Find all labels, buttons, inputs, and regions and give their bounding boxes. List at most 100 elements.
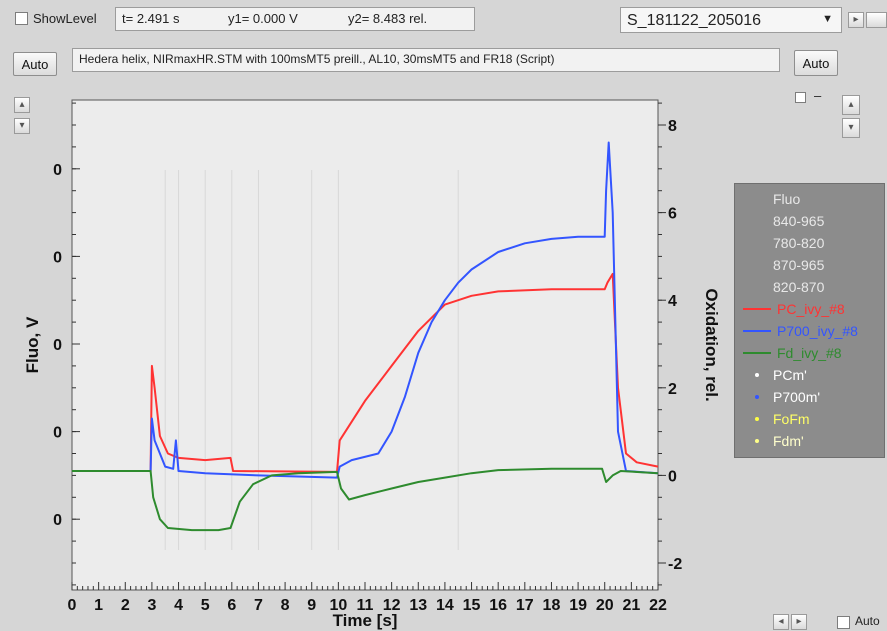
x-tick-label: 14 xyxy=(436,597,454,614)
legend-item[interactable]: Fluo xyxy=(735,188,886,210)
x-tick-label: 16 xyxy=(489,597,507,614)
legend-item[interactable]: P700_ivy_#8 xyxy=(735,320,886,342)
axes: 0 1 2 3 4 5 6 7 8 9 10 11 12 13 14 15 16 17 18 19 20 21 220000… xyxy=(53,102,682,614)
legend-marker xyxy=(755,439,759,443)
y-right-tick-label: 0 xyxy=(668,468,677,485)
y-right-axis-title: Oxidation, rel. xyxy=(702,288,721,401)
y-right-up-button[interactable]: ▴ xyxy=(842,95,860,115)
x-tick-label: 4 xyxy=(174,597,183,614)
legend-swatch xyxy=(743,352,771,354)
x-tick-label: 13 xyxy=(409,597,427,614)
legend-label: Fd_ivy_#8 xyxy=(777,345,842,361)
x-tick-label: 20 xyxy=(596,597,614,614)
x-tick-label: 19 xyxy=(569,597,587,614)
y-left-up-button[interactable]: ▴ xyxy=(14,97,30,113)
x-tick-label: 5 xyxy=(201,597,210,614)
dataset-next-button[interactable]: ▸ xyxy=(848,12,864,28)
y-left-tick-label: 0 xyxy=(53,249,62,266)
x-tick-label: 3 xyxy=(147,597,156,614)
legend-label: Fdm' xyxy=(773,433,804,449)
legend-label: PCm' xyxy=(773,367,807,383)
showlevel-checkbox[interactable] xyxy=(15,12,28,25)
y-right-tick-label: 8 xyxy=(668,118,677,135)
legend-label: P700m' xyxy=(773,389,821,405)
y-right-tick-label: 6 xyxy=(668,206,677,223)
x-tick-label: 2 xyxy=(121,597,130,614)
legend-item[interactable]: 780-820 xyxy=(735,232,886,254)
x-tick-label: 15 xyxy=(463,597,481,614)
y-left-tick-label: 0 xyxy=(53,425,62,442)
x-tick-label: 22 xyxy=(649,597,667,614)
x-tick-label: 17 xyxy=(516,597,534,614)
t-readout: t= 2.491 s y1= 0.000 V y2= 8.483 rel. xyxy=(115,7,475,31)
x-tick-label: 1 xyxy=(94,597,103,614)
legend-label: FoFm xyxy=(773,411,810,427)
x-tick-label: 18 xyxy=(543,597,561,614)
legend-label: PC_ivy_#8 xyxy=(777,301,845,317)
y-left-axis-title: Fluo, V xyxy=(23,316,42,373)
plot-area xyxy=(71,99,659,591)
legend-label: 870-965 xyxy=(773,257,825,273)
x-tick-label: 21 xyxy=(622,597,640,614)
legend-label: P700_ivy_#8 xyxy=(777,323,858,339)
legend-marker xyxy=(755,417,759,421)
auto-bottom-label: Auto xyxy=(855,614,880,628)
legend-item[interactable]: 840-965 xyxy=(735,210,886,232)
description-text: Hedera helix, NIRmaxHR.STM with 100msMT5… xyxy=(79,52,555,66)
series-line-fd-ivy-8 xyxy=(72,467,659,532)
x-tick-label: 10 xyxy=(329,597,347,614)
legend-marker xyxy=(755,395,759,399)
legend-item[interactable]: Fdm' xyxy=(735,430,886,452)
legend-item[interactable]: PC_ivy_#8 xyxy=(735,298,886,320)
x-right-button[interactable]: ▸ xyxy=(791,614,807,630)
y-left-down-button[interactable]: ▾ xyxy=(14,118,30,134)
y-left-tick-label: 0 xyxy=(53,512,62,529)
x-tick-label: 11 xyxy=(357,597,374,614)
series-line-p700-ivy-8 xyxy=(72,141,659,479)
showlevel-label: ShowLevel xyxy=(33,11,97,26)
y-right-tick-label: 2 xyxy=(668,381,677,398)
legend-swatch xyxy=(743,330,771,332)
x-tick-label: 7 xyxy=(254,597,263,614)
legend-label: 840-965 xyxy=(773,213,825,229)
dataset-select-value: S_181122_205016 xyxy=(627,12,762,29)
legend-label: Fluo xyxy=(773,191,801,207)
right-axis-checkbox[interactable] xyxy=(795,92,806,103)
legend[interactable]: Fluo 840-965 780-820 870-965 820-870 PC_ivy_#… xyxy=(734,183,885,458)
t-readout-text: t= 2.491 s xyxy=(122,11,180,26)
x-tick-label: 12 xyxy=(383,597,401,614)
y-right-tick-label: -2 xyxy=(668,556,682,573)
legend-item[interactable]: 820-870 xyxy=(735,276,886,298)
series-line-pc-ivy-8 xyxy=(72,272,659,473)
y-right-tick-label: 4 xyxy=(668,293,677,310)
x-tick-label: 6 xyxy=(227,597,236,614)
y-left-tick-label: 0 xyxy=(53,162,62,179)
y1-readout-text: y1= 0.000 V xyxy=(228,11,298,26)
legend-swatch xyxy=(743,308,771,310)
x-tick-label: 0 xyxy=(68,597,77,614)
grid-lines xyxy=(164,170,459,550)
chevron-down-icon: ▼ xyxy=(822,13,833,25)
legend-item[interactable]: PCm' xyxy=(735,364,886,386)
legend-item[interactable]: Fd_ivy_#8 xyxy=(735,342,886,364)
legend-label: 780-820 xyxy=(773,235,825,251)
auto-bottom-checkbox[interactable] xyxy=(837,616,850,629)
legend-marker xyxy=(755,373,759,377)
y-left-tick-label: 0 xyxy=(53,337,62,354)
legend-item[interactable]: FoFm xyxy=(735,408,886,430)
x-tick-label: 9 xyxy=(307,597,316,614)
y2-readout-text: y2= 8.483 rel. xyxy=(348,11,428,26)
auto-left-button[interactable]: Auto xyxy=(13,52,57,76)
x-axis-title: Time [s] xyxy=(333,611,398,630)
legend-label: 820-870 xyxy=(773,279,825,295)
series-lines xyxy=(72,141,659,532)
legend-item[interactable]: 870-965 xyxy=(735,254,886,276)
description-field[interactable]: Hedera helix, NIRmaxHR.STM with 100msMT5… xyxy=(72,48,780,72)
dataset-select[interactable]: S_181122_205016 ▼ xyxy=(620,7,842,33)
legend-item[interactable]: P700m' xyxy=(735,386,886,408)
x-left-button[interactable]: ◂ xyxy=(773,614,789,630)
y-right-down-button[interactable]: ▾ xyxy=(842,118,860,138)
x-tick-label: 8 xyxy=(281,597,290,614)
auto-right-button[interactable]: Auto xyxy=(794,50,838,76)
